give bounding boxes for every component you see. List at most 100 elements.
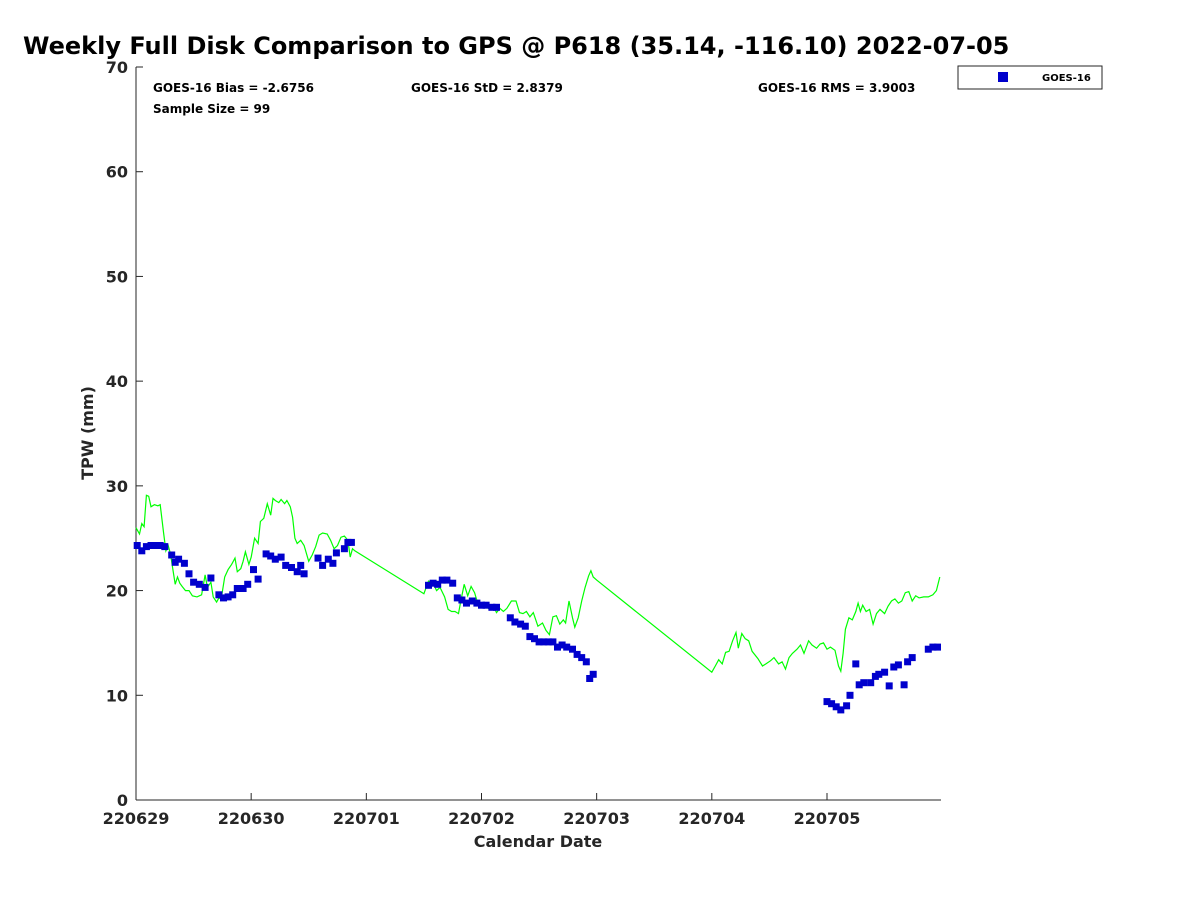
goes16-data-point [526,633,534,641]
goes16-data-point [271,555,279,563]
goes16-data-point [133,542,141,549]
goes16-data-point [156,542,164,549]
x-tick-label: 220702 [448,809,515,828]
goes16-data-point [589,670,597,678]
y-tick-label: 70 [106,58,128,77]
goes16-data-point [175,555,183,563]
goes16-data-point [558,641,566,649]
goes16-data-point [262,550,270,558]
goes16-data-point [329,559,337,567]
goes16-data-point [894,661,902,669]
goes16-data-point [908,654,916,662]
goes16-data-point [288,564,295,571]
goes16-data-point [493,603,500,611]
goes16-data-point [832,703,840,711]
goes16-data-point [277,553,285,561]
stat-bias: GOES-16 Bias = -2.6756 [153,81,314,95]
goes16-data-point [195,580,203,588]
goes16-data-point [900,681,908,689]
goes16-data-point [254,575,262,583]
y-tick-label: 50 [106,267,128,286]
goes16-data-point [517,620,525,628]
stat-sample-size: Sample Size = 99 [153,102,270,116]
goes16-data-point [569,645,576,653]
goes16-data-point [843,702,851,710]
goes16-data-point [297,561,305,569]
x-tick-label: 220705 [794,809,861,828]
goes16-data-point [453,594,461,602]
goes16-data-point [152,542,160,549]
goes16-data-point [449,579,457,587]
goes16-data-point [282,561,290,569]
goes16-data-point [229,591,237,599]
goes16-data-point [300,570,308,578]
goes16-data-point [473,599,481,607]
goes16-data-point [867,679,875,687]
chart-title: Weekly Full Disk Comparison to GPS @ P61… [23,32,1009,60]
goes16-data-point [161,543,169,551]
goes16-data-point [239,585,247,592]
legend: GOES-16 [957,65,1103,90]
y-axis-ticks: 0 10 20 30 40 50 60 70 [106,58,143,810]
goes16-data-point [190,578,198,586]
y-axis-label: TPW (mm) [78,386,97,480]
y-tick-label: 30 [106,477,128,496]
goes16-data-point [573,650,581,658]
x-axis-ticks: 220629 220630 220701 220702 220703 220704 2207… [103,793,861,828]
goes16-data-point [506,614,514,622]
y-tick-label: 20 [106,582,128,601]
goes16-data-point [837,706,845,714]
goes16-data-point [823,698,831,706]
goes16-data-point [429,579,437,587]
goes16-data-point [340,545,348,553]
goes16-data-point [314,554,322,562]
goes16-data-point [885,682,893,690]
gps-series-line [135,494,941,674]
goes16-data-point [233,585,241,592]
stat-rms: GOES-16 RMS = 3.9003 [758,81,915,95]
legend-label-goes16: GOES-16 [1042,73,1091,84]
goes16-data-point [180,559,188,567]
goes16-series-markers [133,538,941,714]
goes16-data-point [168,551,176,559]
goes16-data-point [425,581,432,589]
goes16-data-point [521,622,529,630]
goes16-data-point [347,538,355,546]
stats-annotations: GOES-16 Bias = -2.6756 GOES-16 StD = 2.8… [153,81,915,116]
goes16-data-point [828,700,836,708]
goes16-data-point [531,635,538,643]
goes16-data-point [434,580,442,588]
x-axis-label: Calendar Date [474,832,603,851]
goes16-data-point [267,552,275,560]
goes16-data-point [924,645,932,653]
goes16-data-point [458,596,466,604]
goes16-data-point [142,543,150,551]
y-tick-label: 40 [106,372,128,391]
goes16-data-point [875,670,883,678]
goes16-data-point [332,549,340,557]
goes16-data-point [250,566,257,574]
goes16-data-point [443,576,451,584]
goes16-data-point [244,580,252,588]
x-tick-label: 220701 [333,809,400,828]
goes16-data-point [215,591,223,599]
goes16-data-point [482,601,490,609]
goes16-data-point [846,691,854,699]
goes16-data-point [855,681,863,689]
y-tick-label: 10 [106,686,128,705]
goes16-data-point [478,601,485,609]
goes16-data-point [147,542,155,549]
goes16-data-point [463,599,470,607]
goes16-data-point [934,643,941,651]
x-tick-label: 220703 [563,809,630,828]
goes16-data-point [468,597,476,605]
goes16-data-point [881,668,889,676]
goes16-data-point [852,660,860,668]
goes16-data-point [535,638,543,646]
goes16-data-point [293,568,301,576]
y-tick-label: 60 [106,163,128,182]
goes16-data-point [860,679,868,687]
x-tick-label: 220704 [678,809,745,828]
goes16-data-point [904,658,912,666]
